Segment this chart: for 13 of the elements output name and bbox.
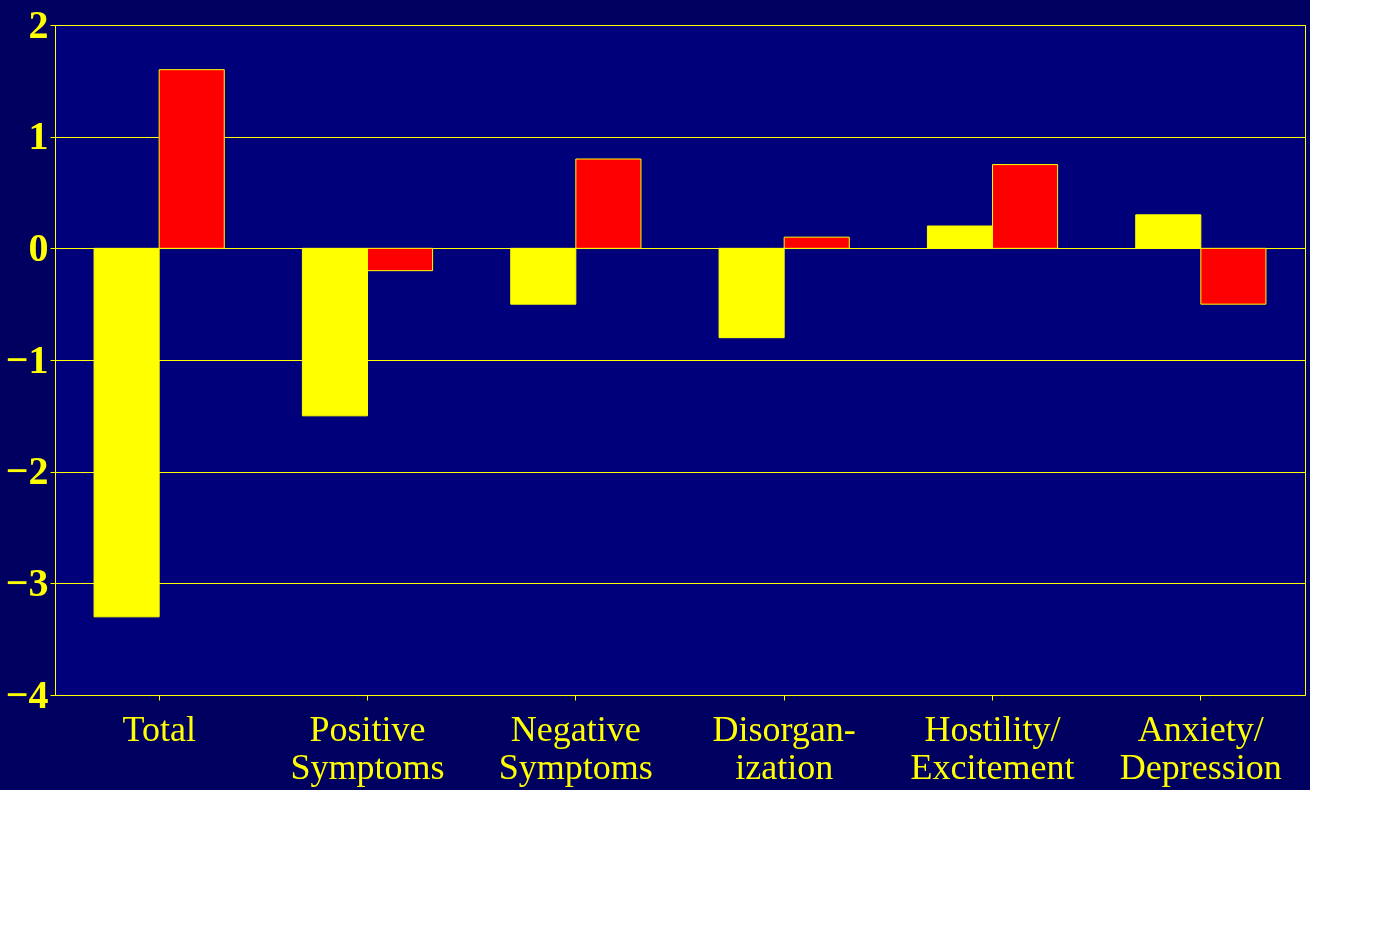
x-tick-label: Total <box>122 708 196 749</box>
y-tick-label: −1 <box>5 336 49 382</box>
x-tick-label: Anxiety/ Depression <box>1119 708 1282 787</box>
x-tick-label: Negative Symptoms <box>498 708 653 787</box>
y-tick-label: 0 <box>28 224 49 270</box>
y-tick-label: 1 <box>28 113 49 159</box>
x-tick-label: Disorgan- ization <box>712 708 856 787</box>
y-tick-label: −2 <box>5 448 49 494</box>
y-tick-label: −4 <box>5 671 49 717</box>
y-tick-label: 2 <box>28 1 49 47</box>
y-tick-label: −3 <box>5 559 49 605</box>
x-tick-label: Positive Symptoms <box>290 708 445 787</box>
x-tick-label: Hostility/ Excitement <box>910 708 1075 787</box>
